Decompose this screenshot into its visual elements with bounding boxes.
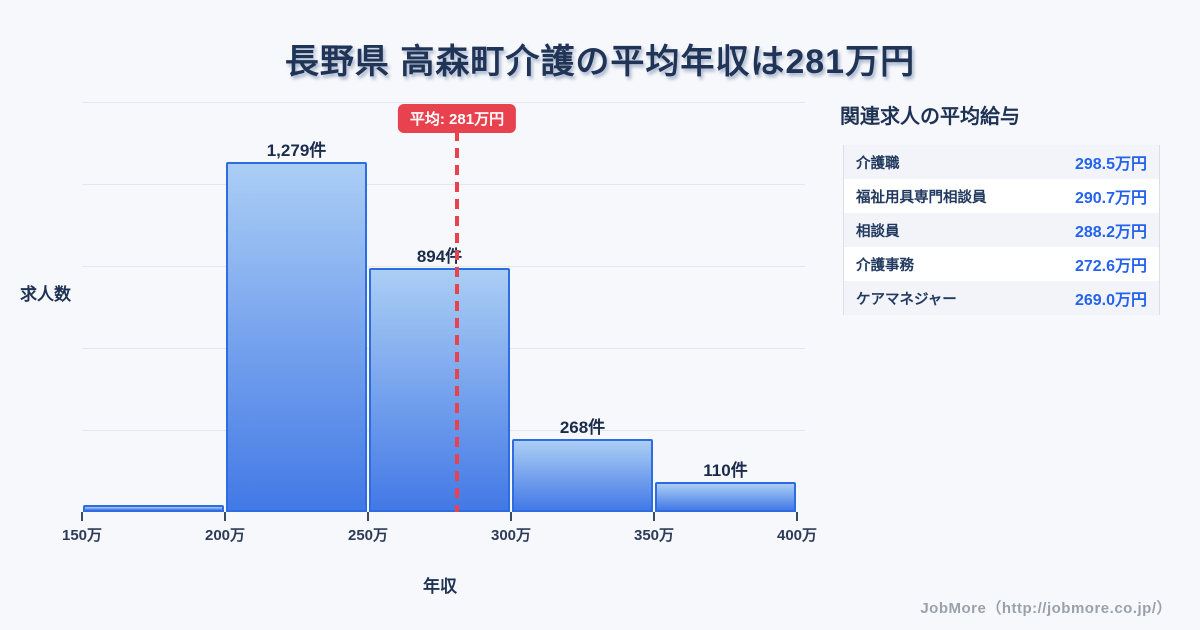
axis-tick-label: 250万	[347, 527, 389, 544]
job-label: 介護事務	[856, 257, 914, 274]
gridline	[82, 266, 805, 267]
table-row: ケアマネジャー 269.0万円	[844, 281, 1159, 315]
axis-tick-label: 400万	[776, 527, 818, 544]
salary-value: 288.2万円	[1074, 224, 1147, 241]
salary-value: 269.0万円	[1074, 292, 1147, 309]
job-label: ケアマネジャー	[856, 291, 957, 308]
axis-tick-label: 150万	[61, 527, 103, 544]
table-row: 介護事務 272.6万円	[844, 247, 1159, 281]
salary-value: 298.5万円	[1074, 156, 1147, 173]
page-title: 長野県 高森町介護の平均年収は281万円	[284, 43, 916, 81]
axis-tick	[224, 512, 226, 521]
histogram-bar	[226, 162, 367, 512]
bar-count-label: 1,279件	[266, 141, 327, 160]
footer-credit: JobMore（http://jobmore.co.jp/）	[920, 600, 1172, 617]
average-badge: 平均: 281万円	[397, 104, 517, 133]
axis-tick	[796, 512, 798, 521]
table-row: 相談員 288.2万円	[844, 213, 1159, 247]
table-row: 介護職 298.5万円	[844, 145, 1159, 179]
x-axis-label: 年収	[423, 577, 457, 596]
histogram-bar	[655, 482, 796, 512]
axis-tick-label: 300万	[490, 527, 532, 544]
bar-count-label: 268件	[559, 418, 606, 437]
axis-tick	[81, 512, 83, 521]
job-label: 福祉用具専門相談員	[856, 189, 987, 206]
table-row: 福祉用具専門相談員 290.7万円	[844, 179, 1159, 213]
gridline	[82, 184, 805, 185]
axis-tick	[367, 512, 369, 521]
histogram-bar	[512, 439, 653, 512]
salary-value: 272.6万円	[1074, 258, 1147, 275]
histogram-bar	[83, 505, 224, 512]
job-label: 介護職	[856, 155, 900, 172]
gridline	[82, 102, 805, 103]
bar-count-label: 894件	[416, 247, 463, 266]
related-jobs-table: 介護職 298.5万円 福祉用具専門相談員 290.7万円 相談員 288.2万…	[843, 145, 1160, 315]
histogram-bar	[369, 268, 510, 512]
y-axis-label: 求人数	[20, 285, 71, 304]
axis-tick-label: 350万	[633, 527, 675, 544]
related-jobs-panel-title: 関連求人の平均給与	[840, 106, 1020, 128]
average-dashed-line	[455, 131, 459, 512]
job-label: 相談員	[856, 223, 900, 240]
bar-count-label: 110件	[703, 461, 748, 480]
axis-tick	[653, 512, 655, 521]
axis-tick-label: 200万	[204, 527, 246, 544]
axis-tick	[510, 512, 512, 521]
salary-value: 290.7万円	[1074, 190, 1147, 207]
